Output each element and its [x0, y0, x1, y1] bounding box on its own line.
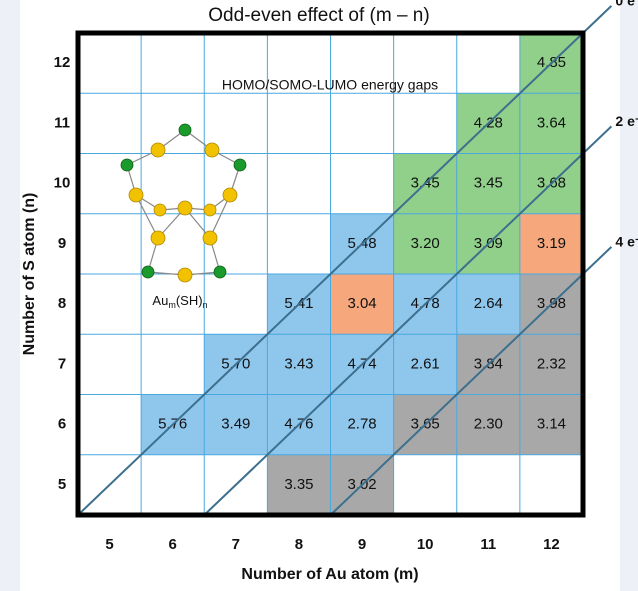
cell-label: 2.61 — [411, 355, 440, 372]
cell-label: 3.35 — [284, 476, 313, 493]
cell-label: 2.64 — [474, 295, 503, 312]
diagonal-label: 0 e⁻ — [615, 0, 638, 9]
x-tick-label: 8 — [295, 536, 303, 553]
cell-label: 3.43 — [284, 355, 313, 372]
y-tick-label: 12 — [54, 54, 71, 71]
x-tick-label: 9 — [358, 536, 366, 553]
cell-label: 3.19 — [537, 235, 566, 252]
y-axis-label: Number of S atom (n) — [21, 193, 38, 356]
x-axis-label: Number of Au atom (m) — [241, 566, 418, 583]
y-tick-label: 8 — [58, 295, 66, 312]
cell-label: 3.14 — [537, 416, 566, 433]
cell-label: 2.30 — [474, 416, 503, 433]
x-tick-label: 7 — [232, 536, 240, 553]
x-tick-label: 5 — [105, 536, 113, 553]
y-tick-label: 10 — [54, 175, 71, 192]
y-tick-label: 7 — [58, 355, 66, 372]
y-tick-label: 11 — [54, 114, 70, 131]
chart-title: Odd-even effect of (m – n) — [208, 5, 429, 26]
chart: 4.854.283.643.453.453.685.483.203.093.19… — [0, 0, 638, 591]
x-tick-label: 6 — [169, 536, 177, 553]
cell-label: 3.04 — [347, 295, 376, 312]
y-tick-label: 6 — [58, 416, 66, 433]
x-tick-label: 10 — [417, 536, 434, 553]
cell-label: 3.49 — [221, 416, 250, 433]
x-tick-label: 12 — [543, 536, 560, 553]
y-tick-label: 5 — [58, 476, 66, 493]
y-tick-label: 9 — [58, 235, 66, 252]
formula: Aum(SH)n — [152, 293, 207, 310]
annotation: HOMO/SOMO-LUMO energy gaps — [222, 77, 438, 93]
diagonal-label: 4 e⁻ — [615, 234, 638, 250]
cell-label: 3.64 — [537, 114, 566, 131]
diagonal-label: 2 e⁻ — [615, 113, 638, 129]
cell-label: 3.20 — [411, 235, 440, 252]
x-tick-label: 11 — [480, 536, 496, 553]
cell-label: 2.78 — [347, 416, 376, 433]
cell-label: 3.45 — [474, 175, 503, 192]
cell-label: 2.32 — [537, 355, 566, 372]
